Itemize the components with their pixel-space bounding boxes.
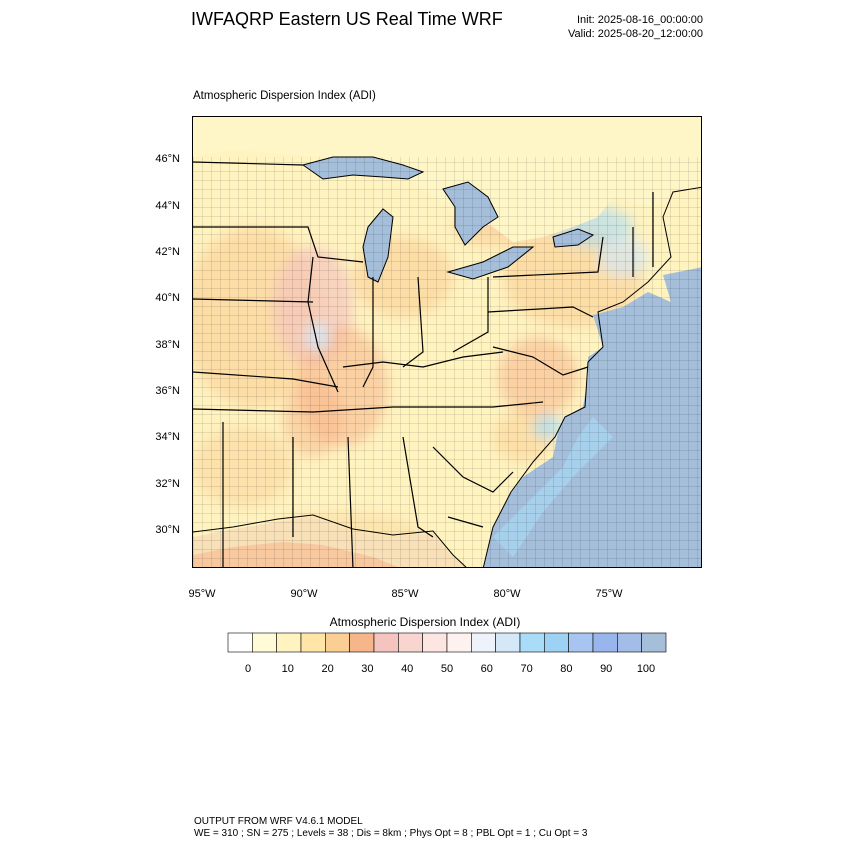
lat-tick-32: 32°N — [155, 478, 180, 490]
legend-swatch — [349, 632, 375, 653]
legend-label: 70 — [520, 663, 533, 675]
model-config: WE = 310 ; SN = 275 ; Levels = 38 ; Dis … — [194, 828, 588, 839]
map-panel — [192, 116, 702, 568]
legend-label: 30 — [361, 663, 374, 675]
legend-swatch — [422, 632, 448, 653]
lon-tick-75: 75°W — [595, 588, 623, 600]
lat-tick-30: 30°N — [155, 524, 180, 536]
legend-label: 0 — [244, 663, 252, 675]
legend-swatch — [544, 632, 569, 653]
page-title: IWFAQRP Eastern US Real Time WRF — [191, 9, 503, 29]
gulf-coastline — [193, 514, 467, 567]
legend-colorbar — [227, 632, 667, 653]
legend-label: 100 — [636, 663, 656, 675]
legend-swatch — [398, 632, 423, 653]
time-info: Init: 2025-08-16_00:00:00 Valid: 2025-08… — [568, 13, 703, 41]
legend-label: 50 — [440, 663, 454, 675]
legend-label: 80 — [560, 663, 573, 675]
legend-label: 90 — [600, 663, 613, 675]
field-title: Atmospheric Dispersion Index (ADI) — [193, 90, 376, 102]
legend-label: 20 — [321, 663, 334, 675]
legend-swatch — [325, 632, 350, 653]
legend-swatch — [276, 632, 302, 653]
state-borders — [193, 161, 654, 567]
legend-swatch — [373, 632, 399, 653]
lat-tick-44: 44°N — [155, 200, 180, 212]
legend-swatch — [519, 632, 545, 653]
init-time: Init: 2025-08-16_00:00:00 — [577, 14, 703, 26]
east-coastline — [482, 186, 701, 567]
model-version: OUTPUT FROM WRF V4.6.1 MODEL — [194, 816, 363, 827]
lon-tick-90: 90°W — [290, 588, 318, 600]
legend-swatch — [446, 632, 472, 653]
legend-label: 10 — [281, 663, 294, 675]
legend-swatch — [592, 632, 618, 653]
lon-tick-95: 95°W — [188, 588, 216, 600]
legend-swatch — [252, 632, 277, 653]
legend-swatch — [641, 632, 667, 653]
lat-tick-34: 34°N — [155, 431, 180, 443]
legend-label: 40 — [401, 663, 414, 675]
legend-label: 60 — [480, 663, 493, 675]
lat-tick-36: 36°N — [155, 385, 180, 397]
lon-tick-80: 80°W — [493, 588, 521, 600]
lat-tick-42: 42°N — [155, 246, 180, 258]
legend-swatch — [617, 632, 642, 653]
lon-tick-85: 85°W — [391, 588, 419, 600]
legend-swatch — [227, 632, 253, 653]
lat-tick-38: 38°N — [155, 339, 180, 351]
legend-swatch — [495, 632, 521, 653]
legend-swatch — [568, 632, 594, 653]
legend-title: Atmospheric Dispersion Index (ADI) — [329, 615, 521, 629]
map-svg — [193, 117, 701, 567]
lat-tick-46: 46°N — [155, 153, 180, 165]
model-info: OUTPUT FROM WRF V4.6.1 MODEL WE = 310 ; … — [194, 816, 587, 840]
county-grid — [193, 157, 701, 567]
legend-swatch — [471, 632, 496, 653]
valid-time: Valid: 2025-08-20_12:00:00 — [568, 28, 703, 40]
legend-swatch — [300, 632, 326, 653]
lat-tick-40: 40°N — [155, 292, 180, 304]
